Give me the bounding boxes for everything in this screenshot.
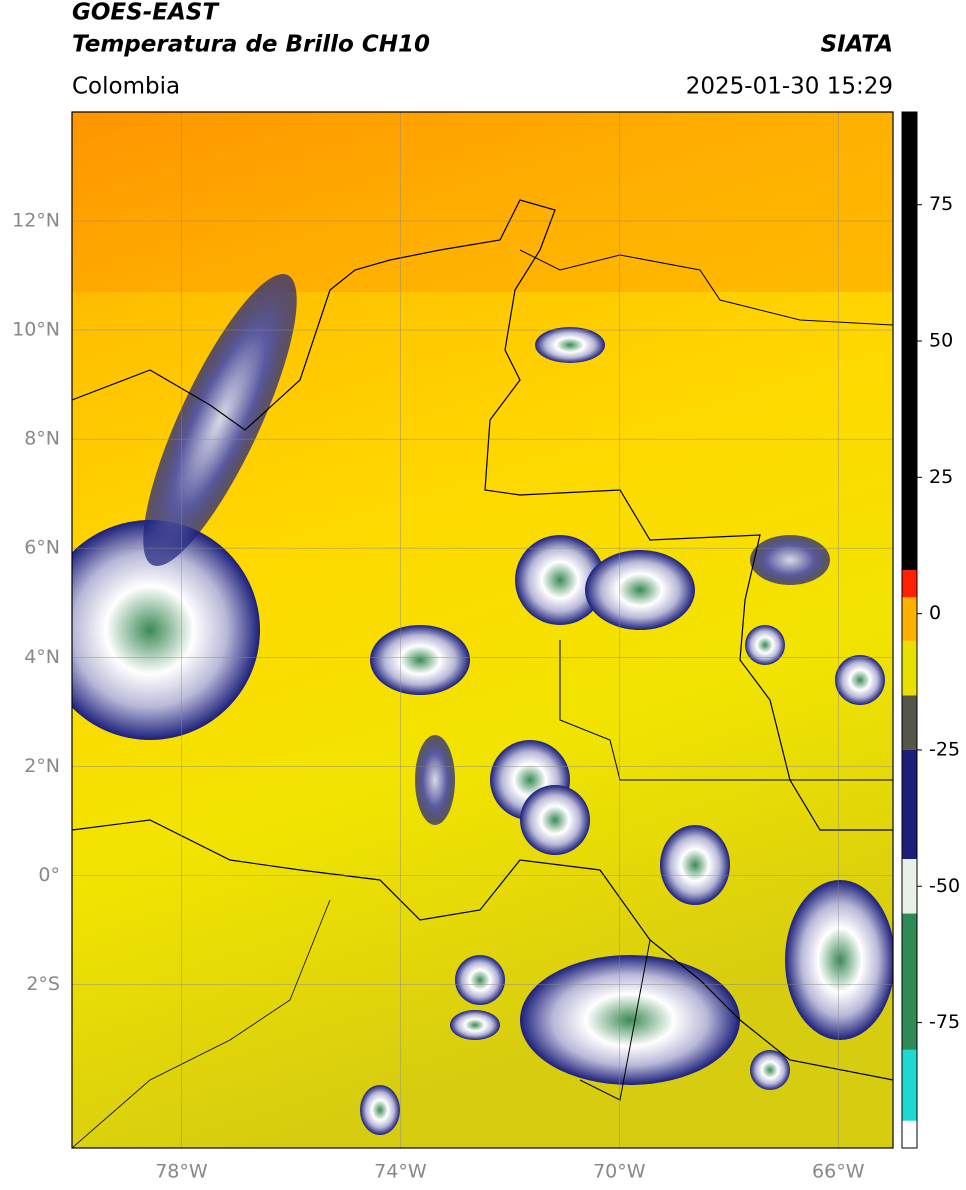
colorbar-segment [902, 913, 917, 1050]
cloud [745, 625, 785, 665]
colorbar-segment [902, 640, 917, 696]
y-tick-label: 10°N [12, 319, 60, 341]
cloud [72, 520, 260, 740]
source: SIATA [821, 32, 893, 58]
border [579, 939, 651, 1101]
x-tick-label: 78°W [155, 1161, 208, 1183]
title: GOES-EAST [72, 0, 220, 26]
colorbar-segment [902, 597, 917, 641]
colorbar-segment [902, 1049, 917, 1121]
y-tick-label: 6°N [24, 537, 60, 559]
cloud [360, 1085, 400, 1135]
colorbar: 75 50 25 0 -25 -50 -75 [901, 111, 960, 1149]
y-tick-label: 12°N [12, 210, 60, 232]
cloud [750, 1050, 790, 1090]
border [559, 640, 893, 781]
border [72, 899, 331, 1148]
cloud [520, 785, 590, 855]
cloud [515, 535, 605, 625]
cloud [660, 825, 730, 905]
colorbar-segment [902, 695, 917, 750]
y-tick-label: 8°N [24, 428, 60, 450]
x-tick-label: 70°W [593, 1161, 646, 1183]
cloud [520, 955, 740, 1085]
map-image [72, 112, 893, 1148]
colorbar-tick-label: -75 [929, 1011, 960, 1033]
cloud [585, 550, 695, 630]
y-tick-label: 2°S [26, 973, 60, 995]
colorbar-segment [902, 1120, 917, 1148]
x-tick-label: 74°W [374, 1161, 427, 1183]
y-tick-label: 4°N [24, 646, 60, 668]
map-frame [71, 111, 894, 1149]
y-tick-label: 0° [38, 864, 60, 886]
border [72, 199, 893, 831]
cloud [450, 1010, 500, 1040]
cloud [785, 880, 893, 1040]
border [72, 819, 893, 1081]
warm-band [72, 112, 893, 292]
colorbar-segment [902, 749, 917, 860]
coast [519, 249, 893, 326]
colorbar-segment [902, 859, 917, 914]
x-tick-label: 66°W [812, 1161, 865, 1183]
colorbar-segment [902, 112, 917, 571]
colorbar-segment [902, 570, 917, 598]
colorbar-frame [901, 111, 918, 1149]
colorbar-tick-label: 25 [929, 466, 953, 488]
colorbar-tick-label: -50 [929, 875, 960, 897]
cloud [415, 735, 455, 825]
cloud [535, 327, 605, 363]
colorbar-tick-label: 0 [929, 602, 941, 624]
colorbar-tick-label: -25 [929, 738, 960, 760]
colorbar-tick-label: 50 [929, 330, 953, 352]
subtitle: Temperatura de Brillo CH10 [72, 32, 430, 58]
grid [72, 112, 893, 1148]
colorbar-tick-label: 75 [929, 193, 953, 215]
datetime: 2025-01-30 15:29 [686, 74, 893, 100]
cloud [455, 955, 505, 1005]
y-tick-label: 2°N [24, 755, 60, 777]
cloud [370, 625, 470, 695]
region: Colombia [72, 74, 180, 100]
cloud [750, 535, 830, 585]
cloud [835, 655, 885, 705]
